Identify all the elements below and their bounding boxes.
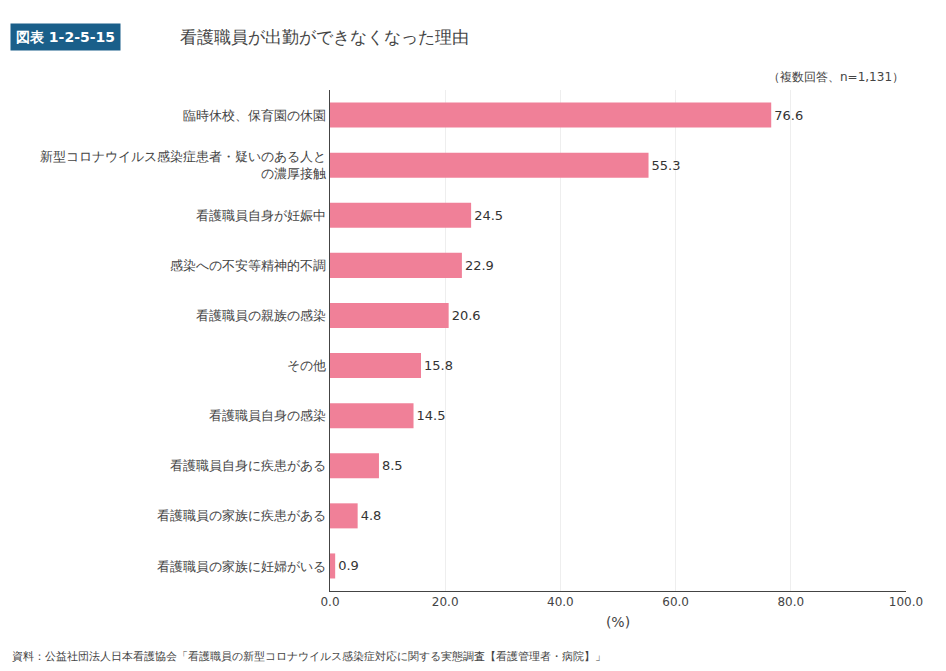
svg-text:新型コロナウイルス感染症患者・疑いのある人との濃厚接触: 新型コロナウイルス感染症患者・疑いのある人との濃厚接触 [40, 149, 326, 181]
svg-text:15.8: 15.8 [424, 358, 453, 373]
svg-text:図表 1-2-5-15: 図表 1-2-5-15 [16, 29, 115, 45]
svg-text:看護職員の親族の感染: 看護職員の親族の感染 [196, 308, 326, 323]
svg-text:24.5: 24.5 [474, 208, 503, 223]
svg-text:20.6: 20.6 [452, 308, 481, 323]
svg-text:0.9: 0.9 [338, 558, 359, 573]
svg-text:看護職員自身に疾患がある: 看護職員自身に疾患がある [170, 458, 326, 473]
svg-text:0.0: 0.0 [320, 595, 339, 609]
svg-text:看護職員の家族に疾患がある: 看護職員の家族に疾患がある [157, 508, 326, 523]
svg-text:看護職員が出勤ができなくなった理由: 看護職員が出勤ができなくなった理由 [180, 27, 469, 47]
svg-text:4.8: 4.8 [361, 508, 382, 523]
svg-text:感染への不安等精神的不調: 感染への不安等精神的不調 [170, 258, 326, 273]
svg-text:40.0: 40.0 [547, 595, 574, 609]
svg-text:その他: その他 [287, 358, 326, 373]
svg-text:（複数回答、n=1,131）: （複数回答、n=1,131） [768, 70, 904, 84]
svg-text:80.0: 80.0 [777, 595, 804, 609]
svg-text:看護職員の家族に妊婦がいる: 看護職員の家族に妊婦がいる [157, 559, 326, 574]
svg-text:資料：公益社団法人日本看護協会「看護職員の新型コロナウイルス: 資料：公益社団法人日本看護協会「看護職員の新型コロナウイルス感染症対応に関する実… [12, 650, 606, 663]
svg-text:臨時休校、保育園の休園: 臨時休校、保育園の休園 [183, 108, 326, 123]
svg-text:100.0: 100.0 [889, 595, 923, 609]
svg-text:看護職員自身が妊娠中: 看護職員自身が妊娠中 [196, 208, 326, 223]
svg-text:看護職員自身の感染: 看護職員自身の感染 [209, 408, 326, 423]
svg-text:(%): (%) [606, 614, 630, 630]
svg-text:55.3: 55.3 [652, 158, 681, 173]
svg-text:8.5: 8.5 [382, 458, 403, 473]
svg-text:20.0: 20.0 [432, 595, 459, 609]
svg-text:22.9: 22.9 [465, 258, 494, 273]
svg-text:14.5: 14.5 [417, 408, 446, 423]
svg-text:76.6: 76.6 [774, 108, 803, 123]
svg-text:60.0: 60.0 [662, 595, 689, 609]
